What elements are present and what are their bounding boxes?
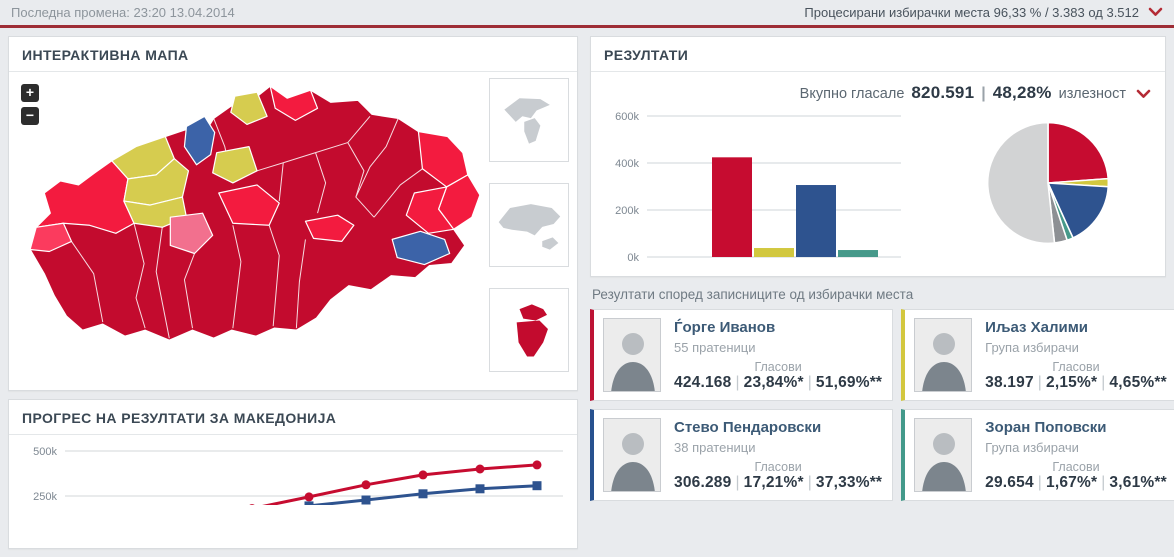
municipality-borders (71, 116, 423, 339)
interactive-map-panel: ИНТЕРАКТИВНА МАПА + − (8, 36, 578, 391)
candidate-name: Стево Пендаровски (674, 419, 822, 436)
svg-text:250k: 250k (33, 491, 57, 503)
americas-map-thumbnail[interactable] (489, 78, 569, 162)
candidate-photo (603, 318, 661, 392)
votes-bar-chart: 600k 400k 200k 0k (615, 111, 901, 264)
votes-label: Гласови (1052, 460, 1100, 474)
chevron-down-icon[interactable] (1136, 87, 1151, 103)
candidate-cards: Ѓорге Иванов 55 пратеници Гласови 424.16… (590, 309, 1174, 501)
results-panel-title: РЕЗУЛТАТИ (591, 37, 1165, 72)
svg-text:500k: 500k (33, 446, 57, 458)
candidate-subtitle: 55 пратеници (674, 340, 756, 355)
macedonia-map[interactable] (15, 74, 489, 389)
map-zoom-out-button[interactable]: − (21, 107, 39, 125)
svg-text:600k: 600k (615, 111, 639, 123)
svg-text:200k: 200k (615, 205, 639, 217)
candidate-photo (914, 318, 973, 392)
progress-panel-title: ПРОГРЕС НА РЕЗУЛТАТИ ЗА МАКЕДОНИЈА (9, 400, 577, 435)
turnout-pie-chart (986, 121, 1110, 245)
results-panel: РЕЗУЛТАТИ Вкупно гласале 820.591 | 48,28… (590, 36, 1166, 277)
candidate-name: Иљаз Халими (985, 319, 1089, 336)
candidate-photo (914, 418, 973, 492)
candidate-photo (603, 418, 661, 492)
candidate-name: Ѓорге Иванов (674, 319, 776, 336)
turnout-percent: 48,28% (992, 83, 1052, 102)
votes-line: 29.654 | 1,67%* | 3,61%** (985, 474, 1167, 491)
map-panel-title: ИНТЕРАКТИВНА МАПА (9, 37, 577, 72)
candidate-card: Иљаз Халими Група избирачи Гласови 38.19… (901, 309, 1174, 401)
asia-oceania-map-thumbnail[interactable] (489, 183, 569, 267)
votes-label: Гласови (1052, 360, 1100, 374)
turnout-suffix: излезност (1058, 86, 1126, 102)
candidate-card: Стево Пендаровски 38 пратеници Гласови 3… (590, 409, 894, 501)
svg-text:400k: 400k (615, 158, 639, 170)
europe-africa-map-thumbnail[interactable] (489, 288, 569, 372)
svg-text:0k: 0k (627, 252, 639, 264)
turnout-label: Вкупно гласале (799, 86, 905, 102)
turnout-summary: Вкупно гласале 820.591 | 48,28% излезнос… (591, 72, 1165, 104)
candidate-card: Ѓорге Иванов 55 пратеници Гласови 424.16… (590, 309, 894, 401)
candidate-name: Зоран Поповски (985, 419, 1107, 436)
candidate-subtitle: Група избирачи (985, 340, 1079, 355)
votes-label: Гласови (754, 360, 802, 374)
chevron-down-icon[interactable] (1148, 5, 1163, 20)
map-zoom-in-button[interactable]: + (21, 84, 39, 102)
topbar: Последна промена: 23:20 13.04.2014 Проце… (0, 0, 1174, 28)
candidate-card: Зоран Поповски Група избирачи Гласови 29… (901, 409, 1174, 501)
last-change-text: Последна промена: 23:20 13.04.2014 (11, 5, 235, 20)
progress-line-chart: 500k 250k (33, 446, 563, 505)
progress-panel: ПРОГРЕС НА РЕЗУЛТАТИ ЗА МАКЕДОНИЈА 500k 2… (8, 399, 578, 549)
votes-line: 38.197 | 2,15%* | 4,65%** (985, 374, 1167, 391)
votes-line: 424.168 | 23,84%* | 51,69%** (674, 374, 883, 391)
turnout-votes: 820.591 (911, 83, 975, 102)
votes-label: Гласови (754, 460, 802, 474)
candidate-subtitle: 38 пратеници (674, 440, 756, 455)
processed-places-text: Процесирани избирачки места 96,33 % / 3.… (804, 5, 1139, 20)
candidate-subtitle: Група избирачи (985, 440, 1079, 455)
turnout-separator: | (981, 85, 986, 102)
precinct-results-title: Резултати според записниците од избирачк… (592, 287, 914, 302)
votes-line: 306.289 | 17,21%* | 37,33%** (674, 474, 883, 491)
